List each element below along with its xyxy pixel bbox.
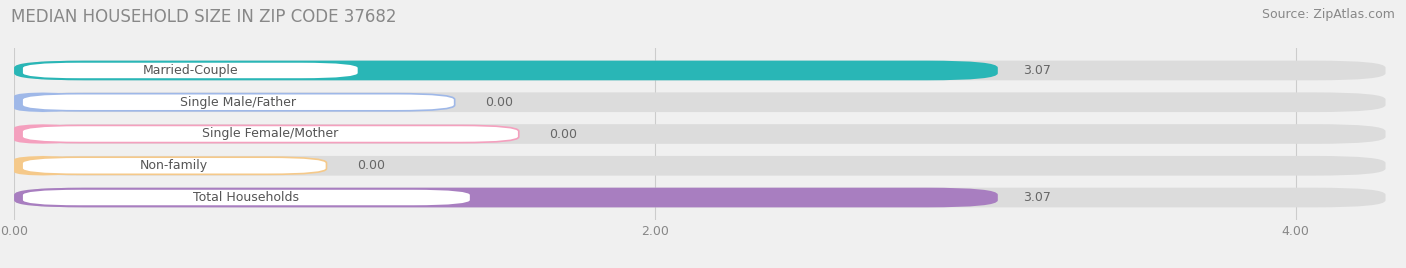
Text: Non-family: Non-family	[141, 159, 208, 172]
Text: 0.00: 0.00	[550, 128, 578, 140]
Text: 0.00: 0.00	[357, 159, 385, 172]
FancyBboxPatch shape	[22, 62, 359, 79]
Text: Source: ZipAtlas.com: Source: ZipAtlas.com	[1261, 8, 1395, 21]
Text: 3.07: 3.07	[1024, 191, 1052, 204]
FancyBboxPatch shape	[22, 189, 471, 206]
Text: MEDIAN HOUSEHOLD SIZE IN ZIP CODE 37682: MEDIAN HOUSEHOLD SIZE IN ZIP CODE 37682	[11, 8, 396, 26]
FancyBboxPatch shape	[22, 157, 326, 174]
Text: Single Female/Mother: Single Female/Mother	[202, 128, 339, 140]
Text: Married-Couple: Married-Couple	[142, 64, 238, 77]
FancyBboxPatch shape	[14, 124, 72, 144]
FancyBboxPatch shape	[14, 92, 1385, 112]
FancyBboxPatch shape	[14, 61, 998, 80]
FancyBboxPatch shape	[14, 188, 998, 207]
FancyBboxPatch shape	[14, 92, 72, 112]
Text: 0.00: 0.00	[485, 96, 513, 109]
FancyBboxPatch shape	[14, 124, 1385, 144]
Text: Total Households: Total Households	[194, 191, 299, 204]
FancyBboxPatch shape	[14, 61, 1385, 80]
FancyBboxPatch shape	[22, 125, 519, 143]
FancyBboxPatch shape	[14, 188, 1385, 207]
Text: 3.07: 3.07	[1024, 64, 1052, 77]
FancyBboxPatch shape	[22, 94, 454, 111]
FancyBboxPatch shape	[14, 156, 72, 176]
FancyBboxPatch shape	[14, 156, 1385, 176]
Text: Single Male/Father: Single Male/Father	[180, 96, 297, 109]
